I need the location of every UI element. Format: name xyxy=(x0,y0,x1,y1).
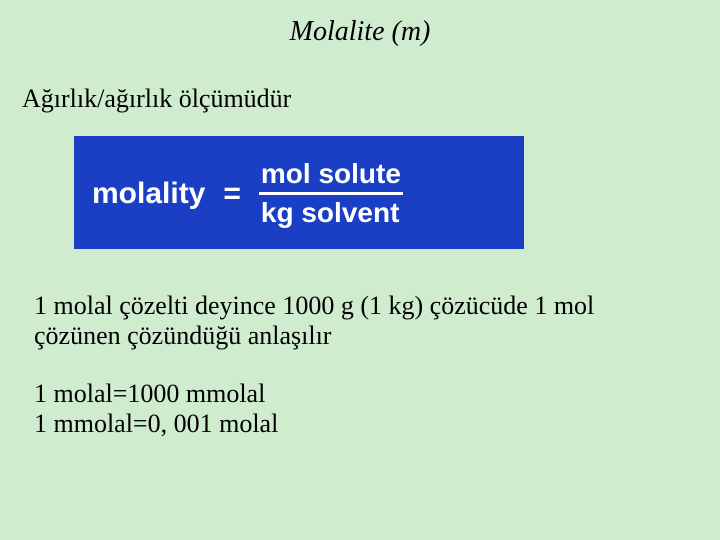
formula-equals: = xyxy=(223,177,241,211)
formula-box: molality = mol solute kg solvent xyxy=(74,136,524,249)
paragraph-1: 1 molal çözelti deyince 1000 g (1 kg) çö… xyxy=(34,291,680,351)
slide-subtitle: Ağırlık/ağırlık ölçümüdür xyxy=(22,84,720,114)
paragraph-2-line-2: 1 mmolal=0, 001 molal xyxy=(34,409,680,439)
slide-title: Molalite (m) xyxy=(0,0,720,48)
formula-lhs: molality xyxy=(92,177,205,211)
formula-fraction: mol solute kg solvent xyxy=(259,160,403,227)
paragraph-2: 1 molal=1000 mmolal 1 mmolal=0, 001 mola… xyxy=(34,379,680,439)
paragraph-2-line-1: 1 molal=1000 mmolal xyxy=(34,379,680,409)
formula-numerator: mol solute xyxy=(259,160,403,195)
formula-denominator: kg solvent xyxy=(259,195,401,227)
